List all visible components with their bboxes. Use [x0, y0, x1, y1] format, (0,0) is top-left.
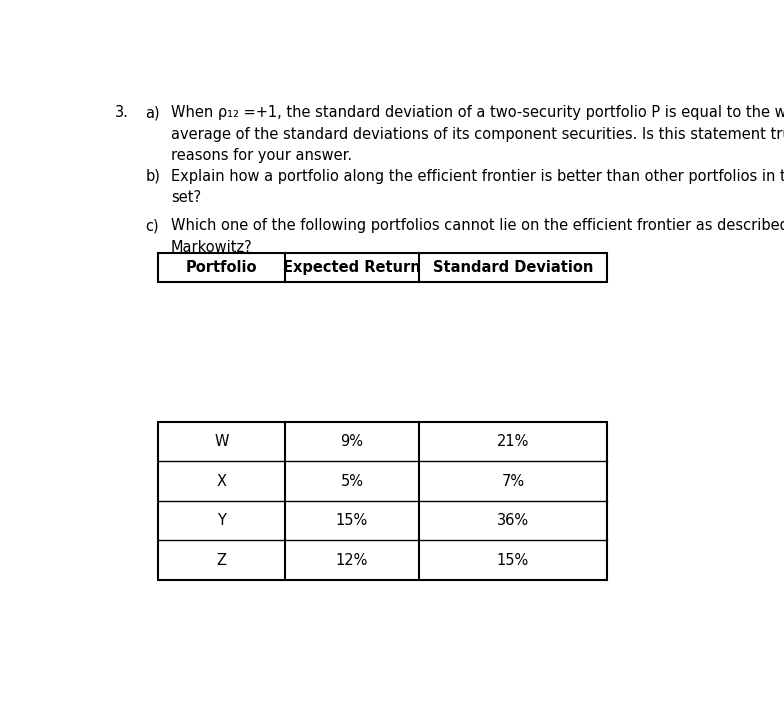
Text: Standard Deviation: Standard Deviation	[433, 260, 593, 275]
Text: Portfolio: Portfolio	[186, 260, 257, 275]
Text: Expected Return: Expected Return	[283, 260, 421, 275]
Text: 21%: 21%	[497, 434, 529, 449]
Text: 9%: 9%	[340, 434, 364, 449]
Text: X: X	[216, 474, 227, 489]
Text: set?: set?	[171, 190, 201, 205]
Text: 12%: 12%	[336, 553, 368, 567]
Text: Markowitz?: Markowitz?	[171, 240, 252, 255]
Text: Explain how a portfolio along the efficient frontier is better than other portfo: Explain how a portfolio along the effici…	[171, 168, 784, 184]
Bar	[158, 422, 607, 580]
Text: a): a)	[145, 105, 160, 120]
Text: 36%: 36%	[497, 513, 529, 528]
Text: Which one of the following portfolios cannot lie on the efficient frontier as de: Which one of the following portfolios ca…	[171, 218, 784, 233]
Text: reasons for your answer.: reasons for your answer.	[171, 149, 352, 163]
Text: 5%: 5%	[340, 474, 364, 489]
Text: b): b)	[145, 168, 160, 184]
Text: 7%: 7%	[502, 474, 524, 489]
Text: 15%: 15%	[497, 553, 529, 567]
Text: Z: Z	[216, 553, 227, 567]
Text: 15%: 15%	[336, 513, 368, 528]
Text: When ρ₁₂ =+1, the standard deviation of a two-security portfolio P is equal to t: When ρ₁₂ =+1, the standard deviation of …	[171, 105, 784, 120]
Bar	[158, 253, 607, 282]
Text: average of the standard deviations of its component securities. Is this statemen: average of the standard deviations of it…	[171, 127, 784, 142]
Text: Y: Y	[217, 513, 226, 528]
Text: c): c)	[145, 218, 159, 233]
Text: 3.: 3.	[115, 105, 129, 120]
Text: W: W	[214, 434, 229, 449]
